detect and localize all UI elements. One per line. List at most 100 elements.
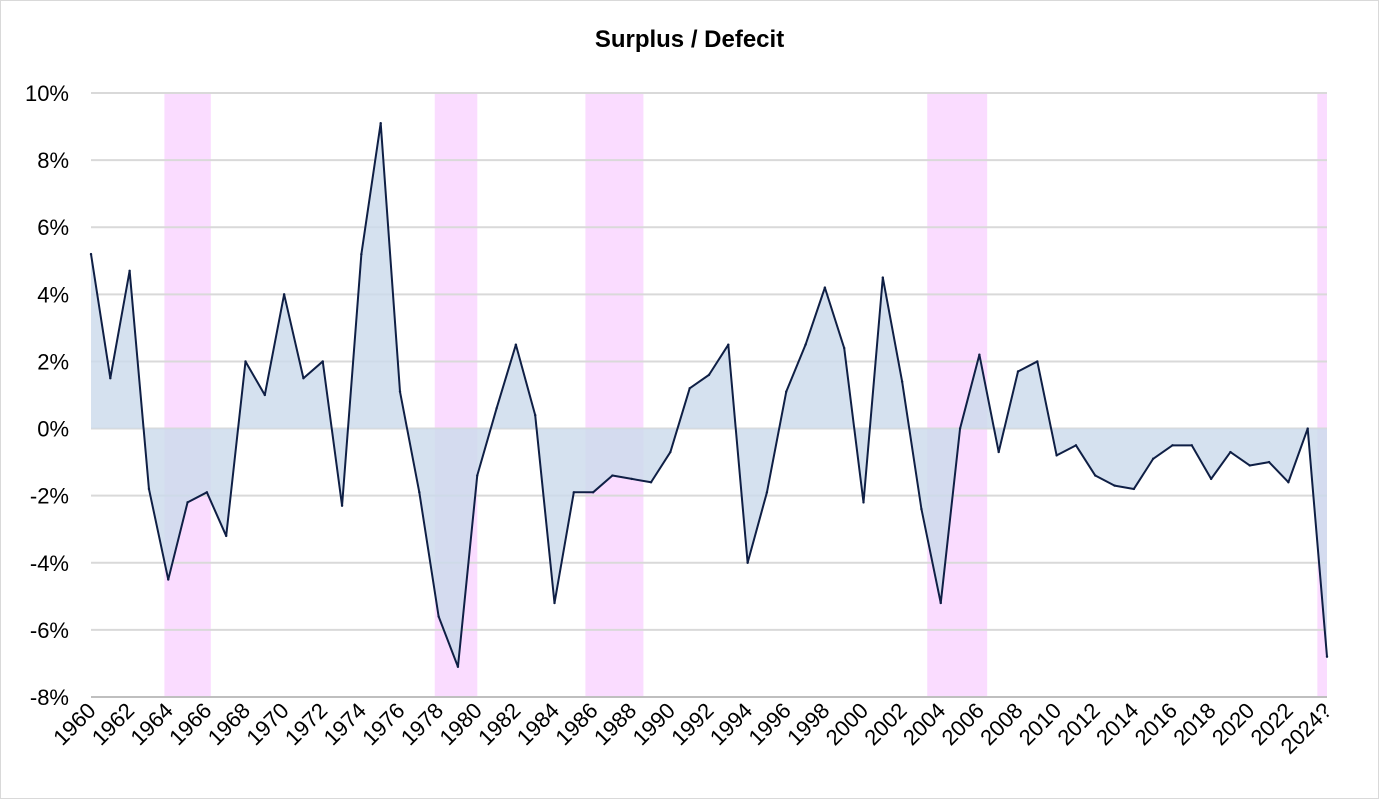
data-point-2010 [1055, 454, 1058, 457]
data-point-1995 [765, 491, 769, 494]
data-point-1980 [476, 474, 479, 477]
y-tick-label: -4% [30, 551, 69, 576]
shade-period-4 [1317, 93, 1327, 697]
x-tick-label: 2006 [937, 698, 989, 750]
x-tick-label: 1980 [434, 698, 486, 750]
data-point-1978 [437, 615, 440, 618]
y-tick-label: -6% [30, 618, 69, 643]
x-tick-label: 1990 [628, 698, 680, 750]
data-point-1982 [514, 343, 518, 346]
data-point-1968 [244, 360, 247, 363]
data-point-1971 [302, 377, 305, 380]
data-point-1991 [688, 387, 691, 390]
x-tick-label: 2014 [1091, 698, 1143, 750]
data-point-1979 [456, 665, 460, 668]
chart-title: Surplus / Defecit [594, 26, 785, 53]
data-point-2004 [939, 601, 942, 605]
data-point-1985 [572, 491, 576, 494]
data-point-1999 [842, 346, 846, 350]
data-point-1989 [649, 481, 653, 484]
y-axis-ticks: 10% 8% 6% 4% 2% 0% -2% -4% -6% -8% [25, 81, 69, 710]
data-point-1974 [360, 252, 363, 256]
data-point-2020 [1248, 464, 1251, 467]
x-tick-label: 1962 [87, 698, 139, 750]
y-tick-label: -8% [30, 685, 69, 710]
data-point-2014 [1132, 487, 1136, 491]
data-point-2024? [1325, 655, 1329, 658]
x-tick-label: 1966 [164, 698, 216, 750]
x-tick-label: 2004 [898, 698, 950, 750]
x-tick-label: 2002 [859, 698, 911, 750]
x-tick-label: 1974 [319, 698, 371, 750]
x-tick-label: 1988 [589, 698, 641, 750]
y-tick-label: 0% [37, 417, 69, 442]
data-point-2019 [1229, 450, 1232, 454]
data-point-2021 [1267, 460, 1271, 464]
data-point-1987 [611, 474, 614, 477]
data-point-1997 [804, 343, 807, 346]
grid-lines [91, 92, 1327, 698]
data-point-1986 [591, 491, 595, 494]
data-point-2001 [881, 276, 885, 279]
data-point-1964 [167, 578, 170, 581]
data-point-2007 [997, 450, 1000, 454]
y-tick-label: 4% [37, 282, 69, 307]
x-tick-label: 1992 [666, 698, 718, 750]
data-point-1962 [128, 269, 131, 273]
data-point-1960 [89, 252, 93, 256]
data-point-2005 [958, 427, 962, 430]
y-tick-label: 10% [25, 81, 69, 106]
y-tick-label: 6% [37, 215, 69, 240]
data-point-1961 [109, 377, 112, 380]
y-tick-label: 2% [37, 349, 69, 374]
data-point-1983 [533, 413, 537, 417]
x-tick-label: 1970 [241, 698, 293, 750]
data-point-1990 [669, 450, 672, 454]
data-point-1994 [746, 561, 749, 564]
data-point-1992 [707, 373, 711, 377]
data-point-1973 [340, 504, 344, 507]
data-point-1981 [495, 407, 498, 410]
data-point-1998 [823, 286, 827, 289]
x-tick-label: 1982 [473, 698, 525, 750]
data-point-1963 [147, 487, 151, 491]
data-point-1972 [321, 360, 324, 363]
data-point-2015 [1151, 457, 1155, 460]
data-point-2012 [1094, 474, 1097, 477]
data-point-1996 [785, 390, 788, 393]
data-point-2008 [1016, 370, 1020, 373]
x-tick-label: 1998 [782, 698, 834, 750]
data-point-2017 [1190, 444, 1194, 447]
x-tick-label: 1986 [550, 698, 602, 750]
data-point-2011 [1074, 444, 1078, 447]
data-point-2002 [900, 380, 904, 383]
x-axis-ticks: 1960196219641966196819701972197419761978… [48, 698, 1336, 759]
area-layer [89, 122, 1329, 668]
data-point-1976 [398, 390, 402, 393]
x-tick-label: 2000 [821, 698, 873, 750]
x-tick-label: 2010 [1014, 698, 1066, 750]
data-point-2023 [1306, 427, 1309, 430]
data-point-1966 [205, 491, 209, 494]
x-tick-label: 1984 [512, 698, 564, 750]
x-tick-label: 2008 [975, 698, 1027, 750]
x-tick-label: 1996 [743, 698, 795, 750]
x-tick-label: 1976 [357, 698, 409, 750]
data-point-2000 [862, 501, 865, 504]
data-point-1975 [379, 122, 382, 125]
data-point-1988 [630, 477, 633, 481]
x-tick-label: 2020 [1207, 698, 1259, 750]
shade-period-0 [164, 93, 211, 697]
data-point-1970 [282, 293, 286, 296]
x-tick-label: 1964 [125, 698, 177, 750]
data-point-1984 [553, 601, 556, 605]
data-point-2013 [1113, 484, 1116, 487]
data-point-2016 [1171, 444, 1174, 447]
x-tick-label: 2012 [1052, 698, 1104, 750]
x-tick-label: 1994 [705, 698, 757, 750]
data-point-1967 [224, 534, 228, 538]
data-point-2018 [1209, 477, 1213, 481]
data-point-2022 [1287, 481, 1290, 484]
data-point-1977 [418, 491, 421, 494]
